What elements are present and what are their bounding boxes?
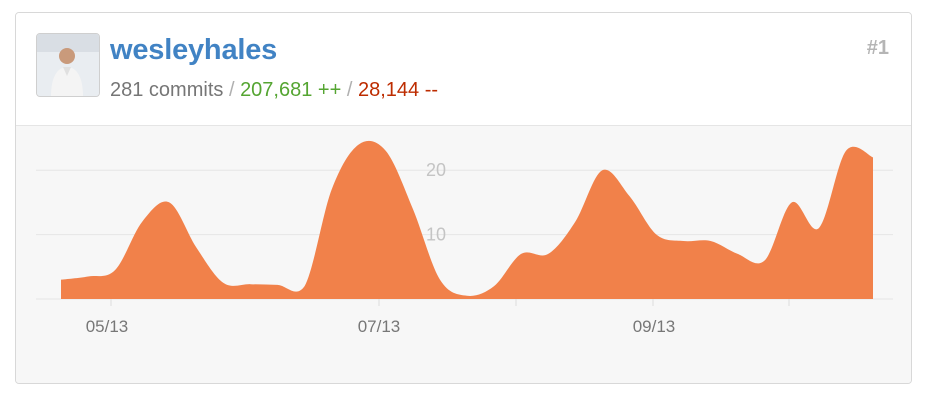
y-tick-label: 10 bbox=[426, 225, 446, 245]
x-tick-label: 05/13 bbox=[86, 317, 129, 336]
x-tick-label: 07/13 bbox=[358, 317, 401, 336]
additions-count: 207,681 ++ bbox=[240, 79, 342, 101]
stats-separator: / bbox=[346, 79, 353, 101]
contributor-card: wesleyhales 281 commits / 207,681 ++ / 2… bbox=[15, 12, 912, 384]
stats-separator: / bbox=[228, 79, 235, 101]
deletions-count: 28,144 -- bbox=[357, 79, 439, 101]
user-avatar-photo-icon bbox=[37, 34, 99, 96]
contributor-username-link[interactable]: wesleyhales bbox=[110, 34, 278, 66]
y-tick-label: 20 bbox=[426, 160, 446, 180]
contributor-stats: 281 commits / 207,681 ++ / 28,144 -- bbox=[110, 77, 438, 103]
x-tick-label: 09/13 bbox=[633, 317, 676, 336]
avatar[interactable] bbox=[36, 33, 100, 97]
contributor-rank: #1 bbox=[866, 37, 889, 59]
contributor-header: wesleyhales 281 commits / 207,681 ++ / 2… bbox=[16, 13, 911, 125]
commits-count: 281 commits bbox=[110, 79, 224, 101]
commits-area-series bbox=[61, 140, 873, 299]
commit-activity-chart-svg: 10 20 05/13 07/13 09/13 bbox=[36, 140, 893, 336]
commit-activity-chart: 10 20 05/13 07/13 09/13 bbox=[16, 125, 911, 383]
